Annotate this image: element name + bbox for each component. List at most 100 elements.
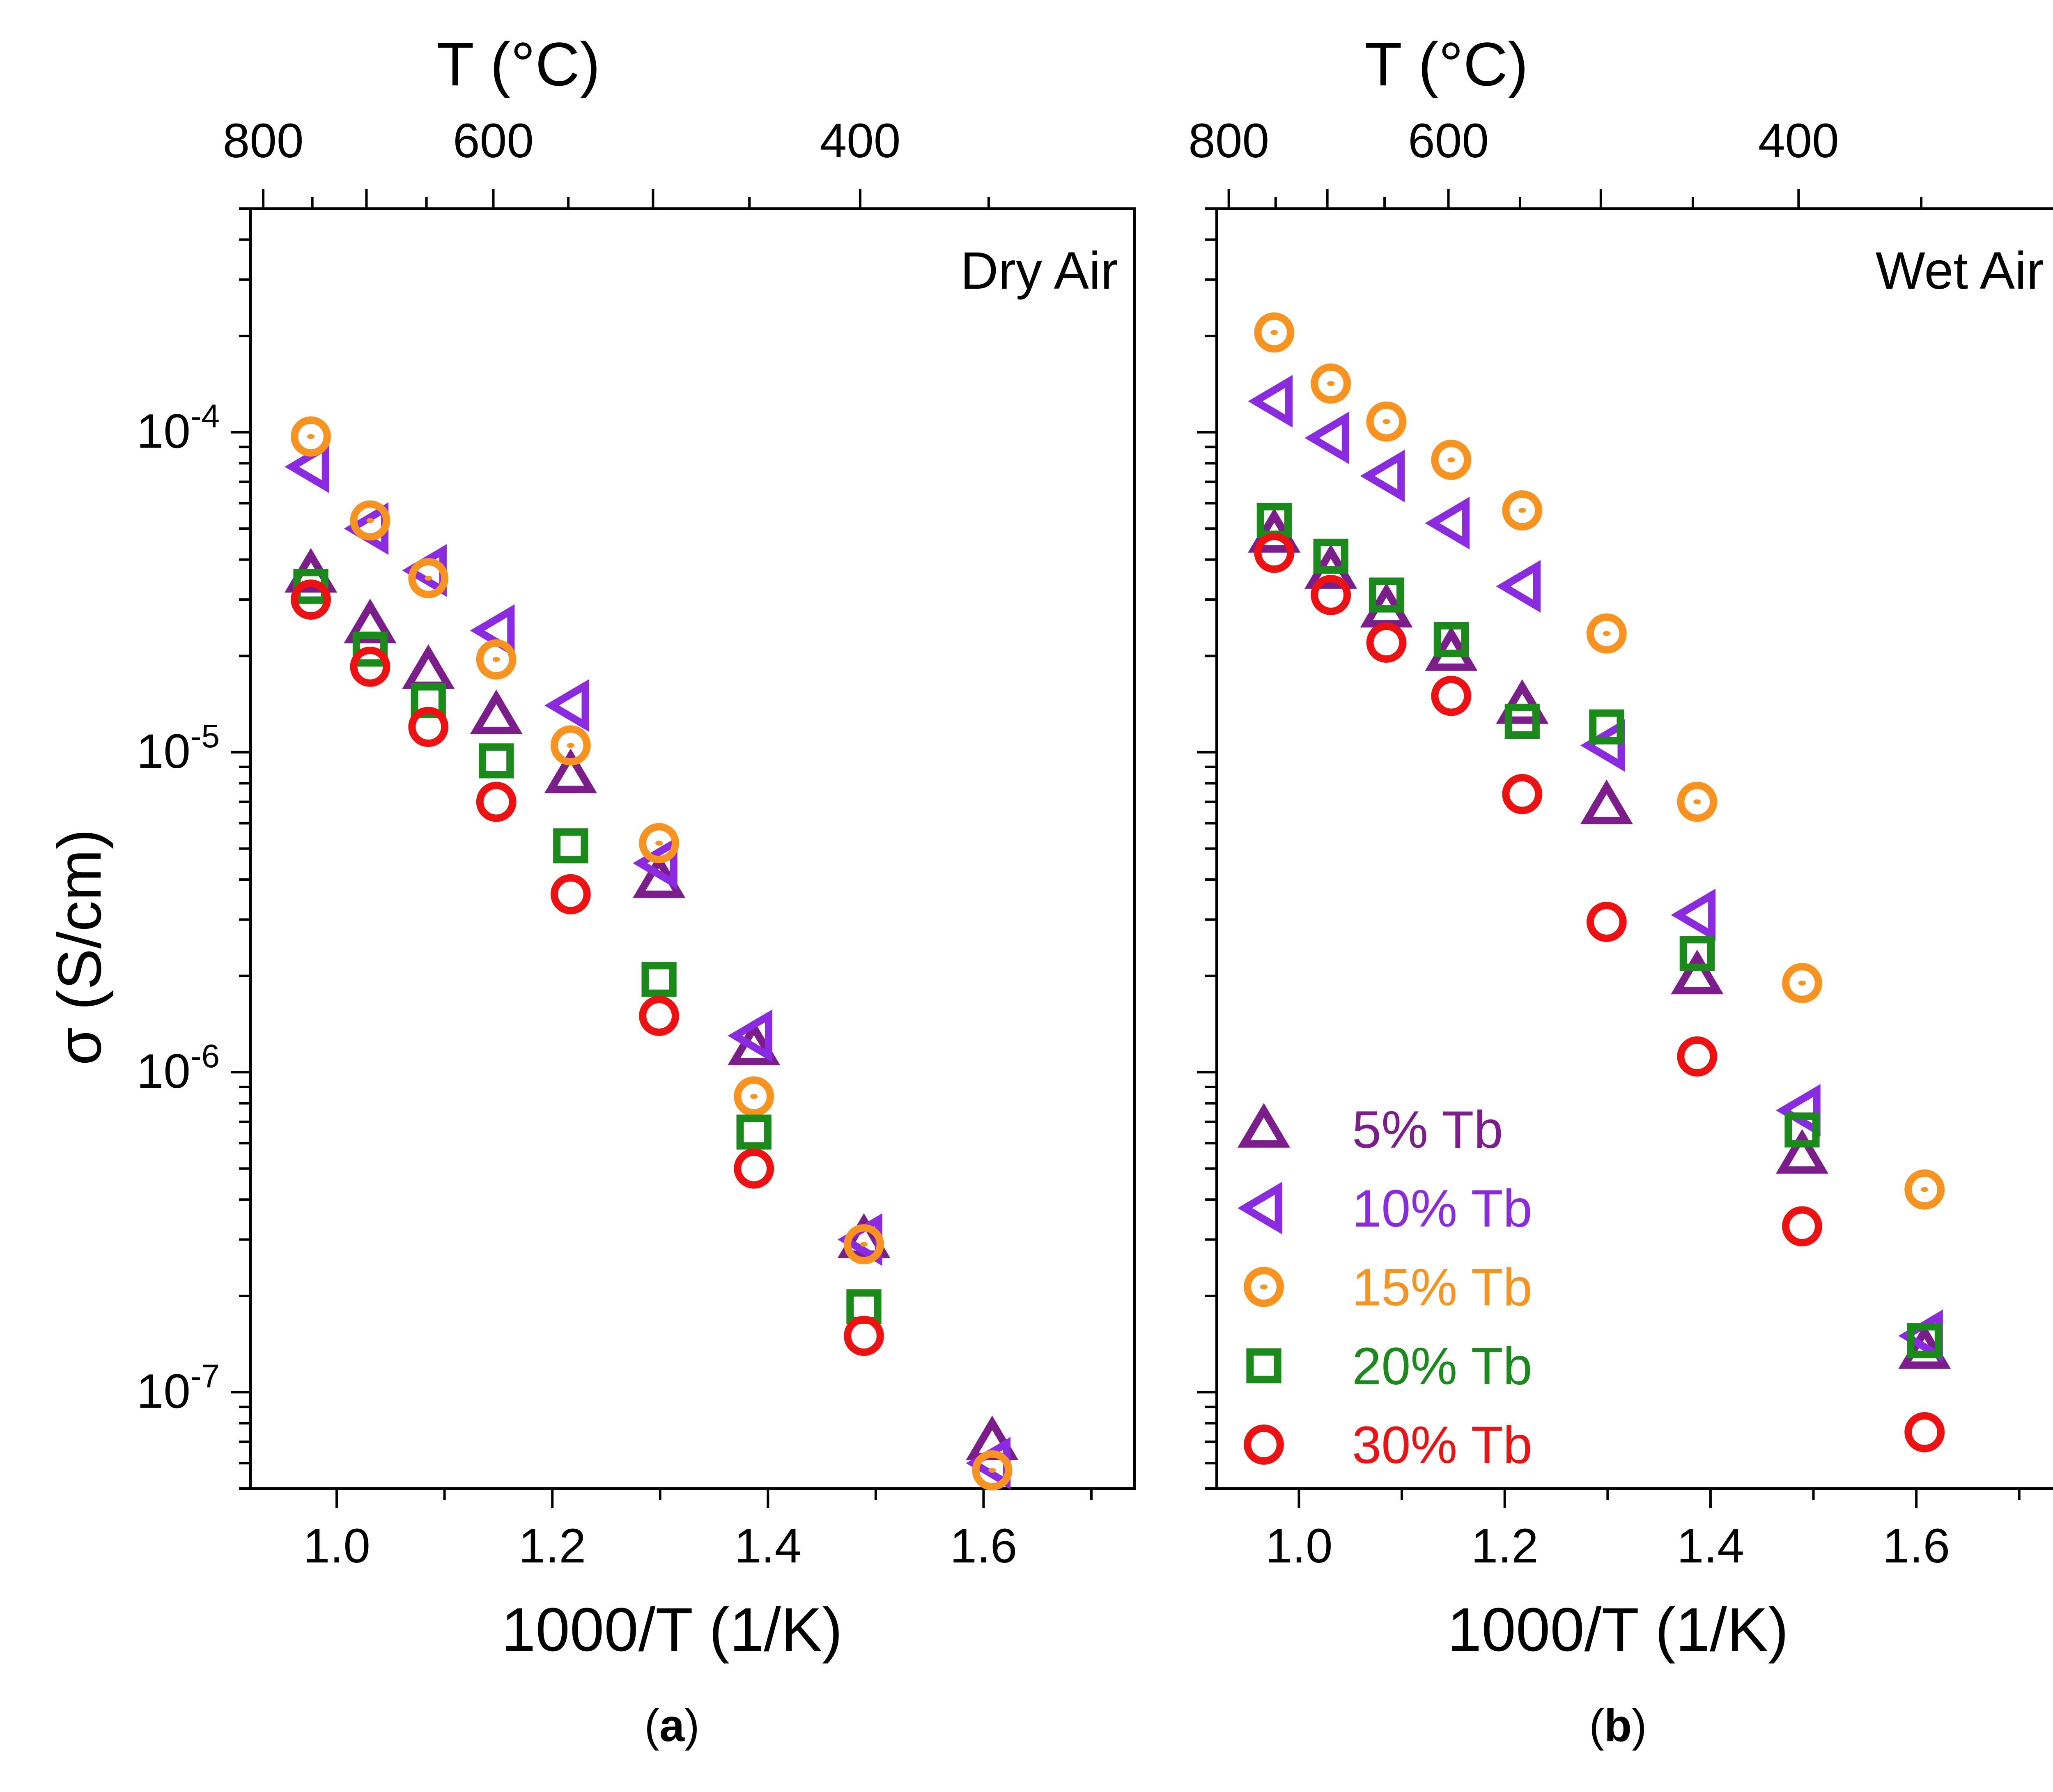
data-point-dot (1327, 381, 1335, 386)
series-30-tb (291, 579, 884, 1356)
data-point-dot (1603, 631, 1610, 636)
data-point-ring (1311, 363, 1351, 404)
legend-label: 15% Tb (1352, 1258, 1532, 1317)
data-point (1580, 719, 1625, 772)
data-point (1311, 363, 1351, 404)
data-point (1907, 1323, 1942, 1358)
data-point-ring (408, 558, 449, 598)
x-axis-title: 1000/T (1/K) (501, 1595, 843, 1664)
data-point-dot (750, 1094, 758, 1099)
data-point (1782, 1206, 1822, 1247)
data-point-dot (492, 657, 500, 662)
data-point-dot (988, 1468, 996, 1473)
top-tick-label: 400 (1758, 114, 1839, 168)
y-axis-title: σ (S/cm) (45, 829, 114, 1066)
data-point (479, 743, 514, 779)
data-point-ring (1677, 781, 1718, 822)
data-point (1502, 490, 1543, 531)
data-point (728, 1009, 772, 1062)
data-point (408, 558, 449, 598)
data-point (639, 823, 680, 864)
data-point-dot (366, 518, 374, 523)
data-point-dot (860, 1242, 868, 1247)
data-point-dot (1798, 980, 1806, 986)
legend-label: 20% Tb (1352, 1337, 1532, 1396)
panel-label: (b) (1589, 1700, 1647, 1751)
data-point-ring (1502, 490, 1543, 531)
data-point-ring (844, 1224, 884, 1264)
data-point (1898, 1324, 1951, 1369)
data-point (1248, 375, 1293, 428)
y-tick-base: 10 (137, 1044, 191, 1098)
data-point (476, 639, 517, 680)
data-point-ring (1904, 1169, 1945, 1210)
data-point (1904, 1169, 1945, 1210)
legend-marker (1244, 1424, 1284, 1465)
data-point (1366, 401, 1407, 442)
legend: 5% Tb 10% Tb 15% Tb 20% Tb 30% Tb (1237, 1100, 1532, 1475)
data-point (550, 725, 591, 766)
top-tick-label: 400 (820, 114, 900, 168)
data-point-dot (307, 434, 315, 439)
data-point (411, 683, 446, 718)
series-15-tb (291, 416, 1013, 1491)
data-point (734, 1148, 774, 1189)
y-tick-label: 10-4 (137, 398, 220, 459)
y-tick-label: 10-7 (137, 1358, 220, 1418)
plot-frame (249, 207, 1136, 1490)
y-tick-exponent: -6 (191, 1038, 220, 1074)
data-point-ring (350, 500, 390, 541)
plot-frame (1215, 207, 2053, 1490)
data-point (633, 837, 677, 890)
top-tick-label: 800 (1188, 114, 1269, 168)
data-point (1431, 675, 1472, 716)
data-point-ring (639, 823, 680, 864)
panel-b-chart: 1.0 1.2 1.4 1.6 800 600 400 T (°C) 1000/T (1/K) W… (1188, 30, 2053, 1751)
panel-label: (a) (644, 1700, 699, 1751)
x-tick-label: 1.6 (1883, 1519, 1950, 1573)
data-point (1671, 949, 1724, 995)
data-point (1311, 575, 1351, 615)
legend-marker (1238, 1181, 1282, 1235)
data-point (1784, 1112, 1820, 1148)
panel-annotation: Wet Air (1876, 241, 2044, 300)
data-point (291, 416, 331, 457)
y-tick-exponent: -4 (191, 398, 220, 434)
legend-marker (1244, 1267, 1284, 1307)
data-point (402, 644, 455, 689)
data-point (553, 828, 588, 864)
data-point-dot (425, 575, 432, 581)
data-point (1904, 1412, 1945, 1452)
data-point (1431, 439, 1472, 480)
data-point-dot (567, 743, 574, 748)
data-point (470, 689, 523, 734)
data-point (1776, 1084, 1821, 1137)
panel-annotation: Dry Air (960, 241, 1118, 300)
legend-marker (1237, 1103, 1291, 1148)
data-point (972, 1450, 1013, 1491)
data-point (1589, 709, 1624, 744)
data-point (291, 579, 331, 620)
data-point-dot (1921, 1187, 1929, 1192)
y-tick-base: 10 (137, 724, 191, 779)
panel-a-chart: 1.0 1.2 1.4 1.6 800 600 400 T (°C) 1000/T (1/K) 1… (45, 30, 1136, 1751)
data-point (1254, 533, 1295, 573)
top-tick-label: 600 (1408, 114, 1489, 168)
series-5-tb (284, 548, 1019, 1460)
data-point (1366, 623, 1407, 663)
data-point (641, 962, 677, 997)
data-point (1496, 560, 1541, 613)
x-tick-label: 1.2 (1471, 1519, 1539, 1573)
data-point-ring (1254, 312, 1295, 353)
y-tick-exponent: -5 (191, 718, 220, 754)
data-point (1580, 779, 1633, 825)
x-tick-label: 1.6 (950, 1519, 1017, 1573)
data-point (1304, 411, 1349, 464)
data-markers (1248, 312, 1951, 1452)
legend-label: 30% Tb (1352, 1416, 1532, 1475)
x-tick-label: 1.0 (1265, 1519, 1332, 1573)
data-point-ring (550, 725, 591, 766)
data-point (1504, 703, 1540, 739)
legend-label: 10% Tb (1352, 1179, 1532, 1238)
